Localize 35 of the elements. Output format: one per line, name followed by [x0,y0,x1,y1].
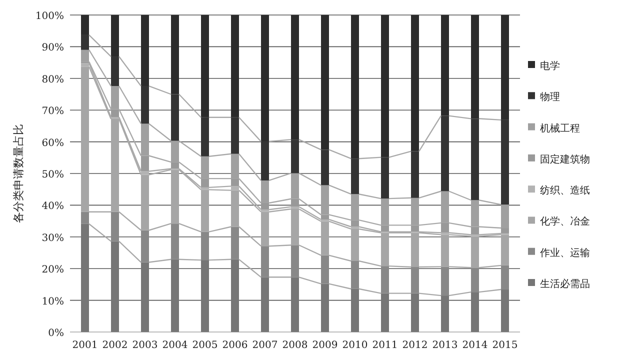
x-tick-label: 2005 [192,340,218,351]
x-tick-label: 2002 [102,340,128,351]
legend-label: 生活必需品 [540,278,590,290]
legend-label: 化学、冶金 [540,216,590,228]
x-tick-label: 2001 [72,340,98,351]
x-tick-label: 2013 [432,340,458,351]
x-tick-label: 2003 [132,340,158,351]
x-tick-label: 2010 [342,340,368,351]
x-tick-label: 2004 [162,340,188,351]
x-tick-label: 2007 [252,340,278,351]
legend-label: 纺织、造纸 [540,184,590,197]
legend-label: 机械工程 [540,122,580,134]
x-tick-label: 2015 [492,340,518,351]
y-tick-label: 80% [42,74,64,86]
legend-label: 物理 [540,92,560,104]
x-tick-label: 2012 [402,340,428,351]
y-tick-label: 50% [42,170,64,180]
legend-label: 作业、运输 [539,246,590,259]
legend-label: 电学 [540,60,560,72]
x-tick-label: 2006 [222,340,248,351]
x-tick-label: 2014 [462,340,488,351]
legend-label: 固定建筑物 [540,153,590,166]
y-tick-label: 10% [42,296,64,308]
y-tick-label: 60% [42,138,64,149]
y-tick-label: 30% [42,232,64,244]
y-tick-label: 20% [42,264,64,276]
y-tick-label: 90% [42,42,64,54]
x-tick-label: 2011 [372,340,398,351]
y-tick-label: 40% [42,201,64,212]
y-tick-label: 70% [42,106,64,118]
y-tick-label: 100% [35,11,64,22]
x-tick-label: 2009 [312,340,338,351]
y-tick-label: 0% [48,328,64,339]
y-axis-title: 各分类申请数量占比 [12,124,25,223]
x-tick-label: 2008 [282,340,308,351]
